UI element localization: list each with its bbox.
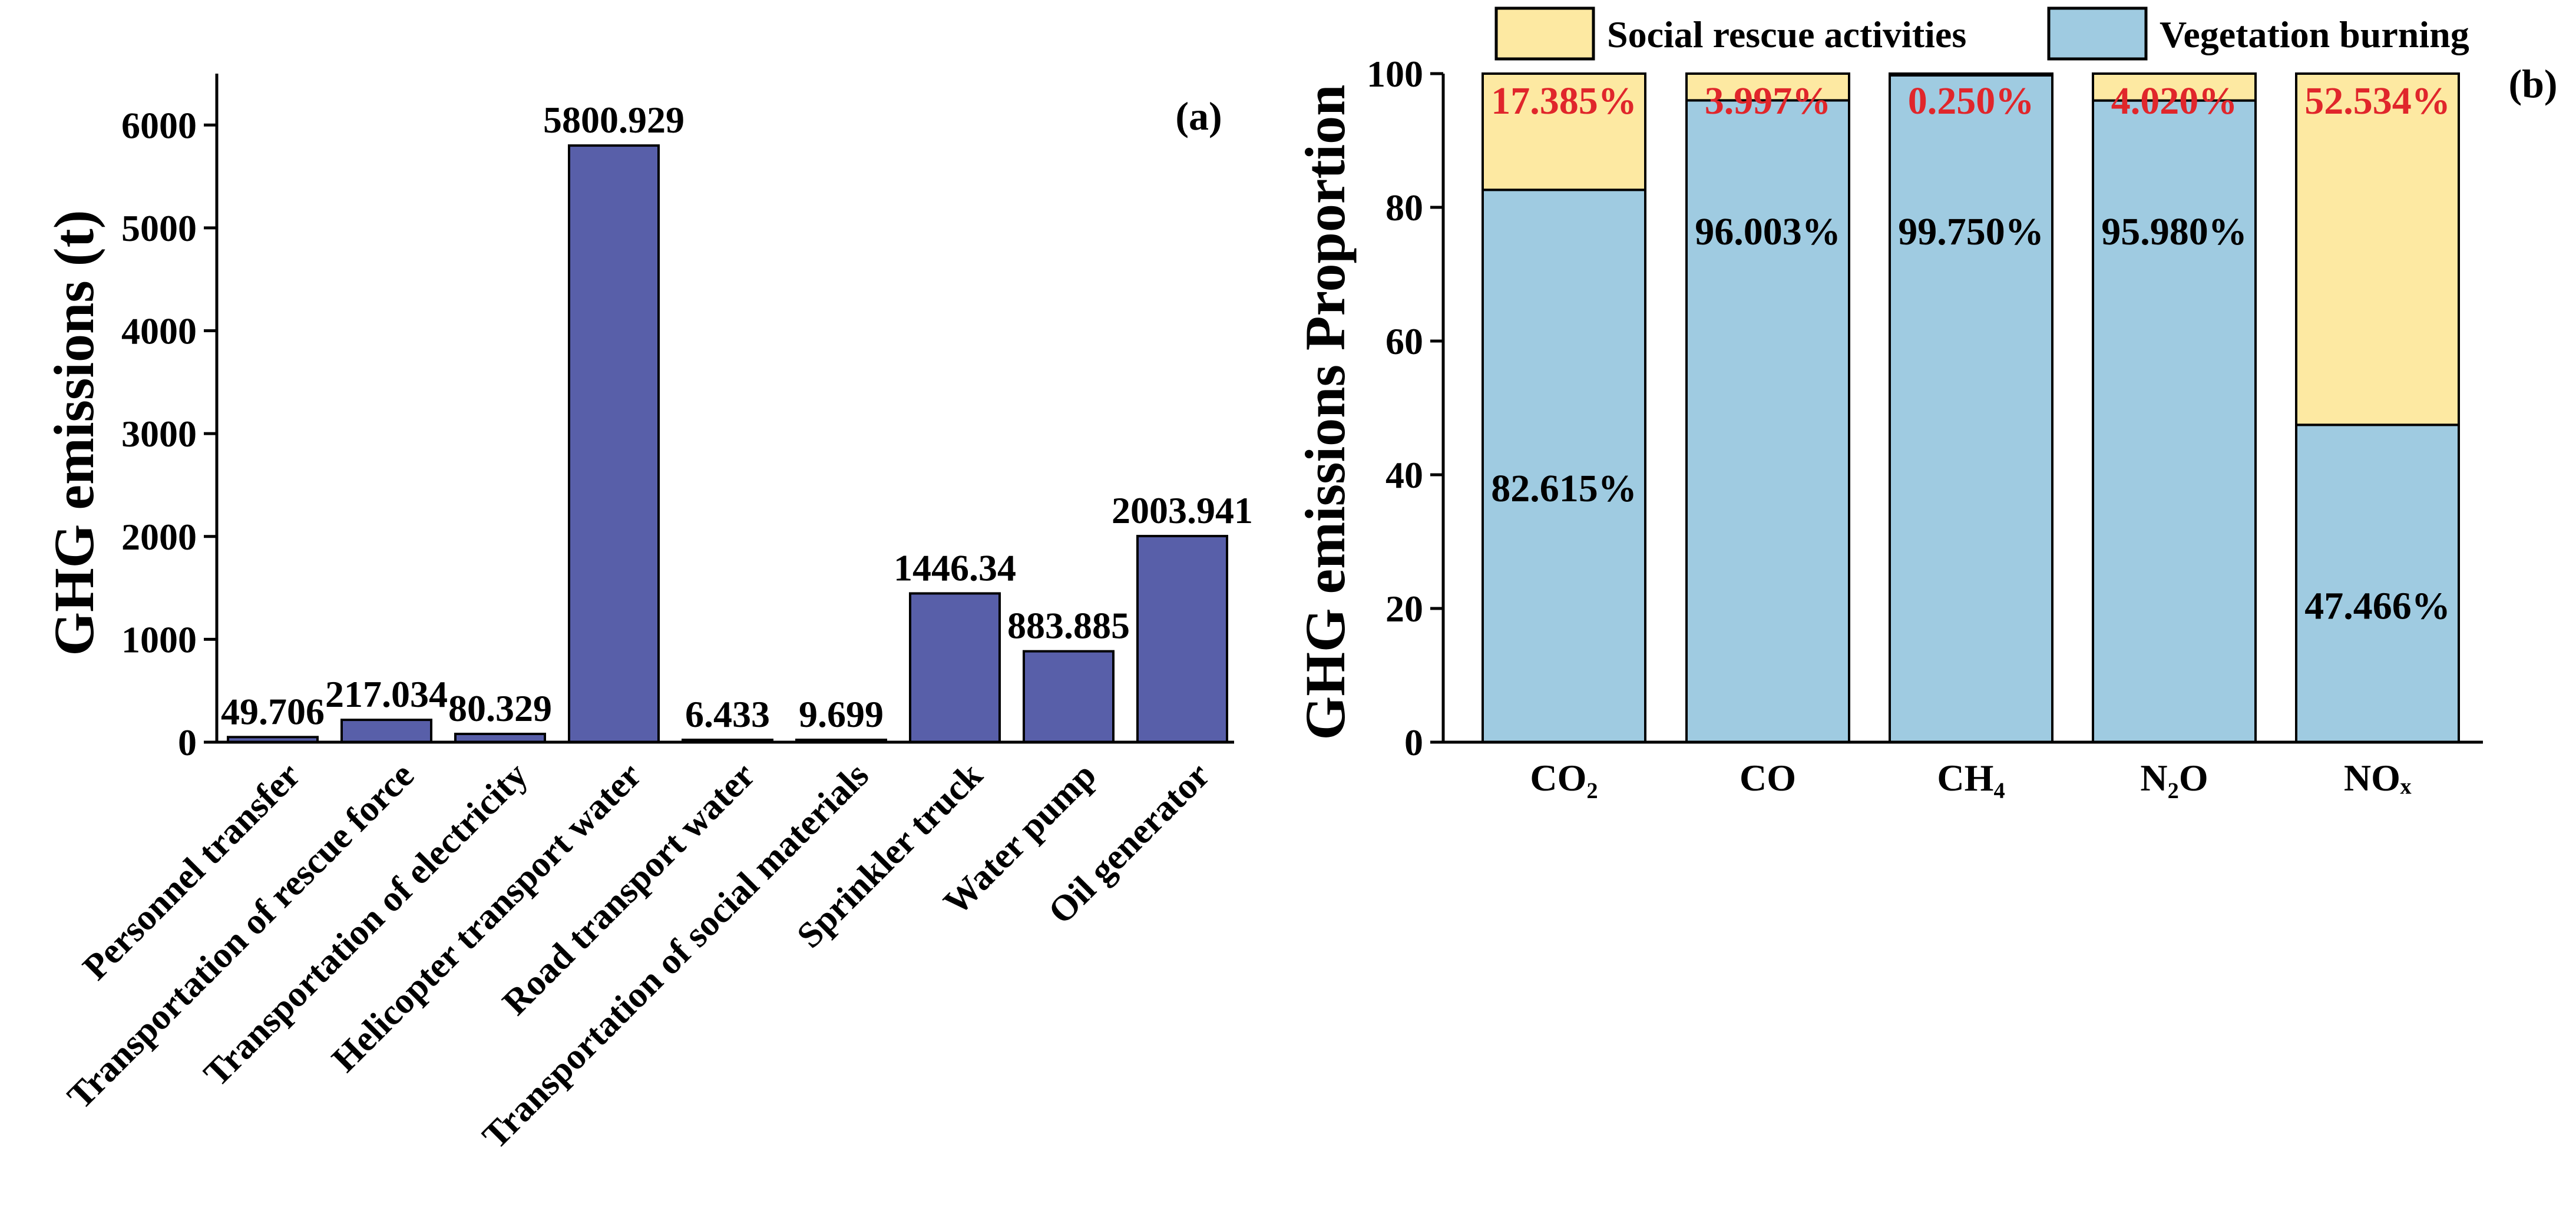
panel-b-social-percent-label: 17.385%	[1491, 80, 1637, 123]
panel-b-bar-social-rescue	[1482, 72, 1646, 191]
panel-a-value-label: 9.699	[799, 693, 884, 735]
panel-b-y-tick-label: 40	[1385, 454, 1423, 496]
panel-a-value-label: 217.034	[325, 673, 448, 715]
panel-b-vegetation-percent-label: 95.980%	[2101, 210, 2247, 253]
panel-b-social-percent-label: 4.020%	[2111, 80, 2238, 123]
panel-a-y-tick-label: 5000	[121, 207, 197, 249]
panel-b-y-tick-label: 60	[1385, 320, 1423, 362]
panel-b-vegetation-percent-label: 96.003%	[1695, 210, 1841, 253]
panel-a-y-tick-label: 4000	[121, 310, 197, 352]
panel-a-category-label: Personnel transfer	[75, 755, 308, 988]
panel-b-label: (b)	[2508, 61, 2557, 106]
panel-b-category-label: CO₂	[1530, 757, 1598, 799]
panel-b-y-tick-label: 100	[1367, 53, 1423, 95]
panel-a-bar	[1136, 535, 1228, 743]
panel-b-bar-vegetation	[1889, 74, 2053, 743]
panel-a-bar	[909, 592, 1001, 743]
panel-b-bar-social-rescue	[2295, 72, 2460, 426]
panel-b-bar-vegetation	[2295, 424, 2460, 743]
panel-b-y-axis-title: GHG emissions Proportion	[1294, 85, 1357, 740]
panel-b-bar-vegetation	[1685, 99, 1850, 743]
panel-b-bar-social-rescue	[2092, 72, 2257, 102]
panel-a-value-label: 80.329	[448, 687, 552, 729]
panel-b-y-tick-label: 20	[1385, 588, 1423, 630]
panel-b-bars	[1482, 72, 2460, 744]
panel-b-y-ticks: 0 20 40 60 80 100	[1367, 53, 1443, 763]
panel-a-value-label: 2003.941	[1112, 489, 1253, 531]
panel-a-y-axis-title: GHG emissions (t)	[42, 210, 105, 656]
panel-b-category-label: NOₓ	[2344, 757, 2412, 799]
panel-a-bar	[1023, 650, 1115, 743]
panel-a-bar-chart: GHG emissions (t) (a) 0 1000 2000 3000 4000 5…	[42, 74, 1253, 1157]
panel-b-category-labels: CO₂ CO CH₄ N₂O NOₓ	[1530, 757, 2411, 799]
panel-a-value-label: 1446.34	[894, 547, 1016, 588]
legend-swatch-vegetation	[2047, 6, 2148, 61]
panel-a-bars	[227, 144, 1228, 744]
panel-b-bar-vegetation	[1482, 188, 1646, 743]
panel-a-value-label: 6.433	[685, 693, 770, 735]
legend-label-vegetation: Vegetation burning	[2160, 14, 2469, 55]
panel-b-bar-social-rescue	[1685, 72, 1850, 102]
panel-a-bar	[340, 719, 432, 744]
panel-a-value-label: 5800.929	[543, 99, 684, 141]
panel-a-value-label: 49.706	[221, 690, 325, 732]
panel-a-y-tick-label: 2000	[121, 516, 197, 558]
panel-b-stacked-chart: GHG emissions Proportion (b) Social resc…	[1294, 6, 2558, 799]
panel-a-y-tick-label: 3000	[121, 413, 197, 455]
panel-b-y-tick-label: 80	[1385, 187, 1423, 229]
panel-a-y-ticks: 0 1000 2000 3000 4000 5000 6000	[121, 104, 217, 763]
panel-a-y-tick-label: 6000	[121, 104, 197, 146]
panel-a-value-labels: 49.706 217.034 80.329 5800.929 6.433 9.699 144…	[221, 99, 1253, 735]
panel-b-bar-vegetation	[2092, 99, 2257, 744]
legend-label-social-rescue: Social rescue activities	[1607, 14, 1966, 55]
panel-b-social-percent-label: 52.534%	[2304, 80, 2451, 123]
panel-b-vegetation-percent-label: 99.750%	[1898, 210, 2044, 253]
panel-b-category-label: CO	[1740, 757, 1796, 799]
panel-a-value-label: 883.885	[1007, 605, 1130, 647]
panel-b-social-percent-label: 0.250%	[1908, 80, 2035, 123]
panel-b-percent-labels: 17.385% 82.615% 3.997% 96.003% 0.250% 99.750%…	[1491, 80, 2451, 628]
panel-b-bar-social-rescue	[1889, 72, 2053, 77]
panel-b-category-label: CH₄	[1937, 757, 2005, 799]
panel-b-legend: Social rescue activities Vegetation burn…	[1494, 6, 2469, 61]
panel-b-y-tick-label: 0	[1404, 722, 1423, 763]
panel-b-vegetation-percent-label: 47.466%	[2304, 585, 2451, 628]
panel-a-bar	[568, 144, 660, 744]
panel-a-label: (a)	[1175, 94, 1222, 138]
legend-swatch-social-rescue	[1494, 6, 1595, 61]
panel-a-y-tick-label: 0	[178, 722, 197, 763]
panel-b-category-label: N₂O	[2140, 757, 2208, 799]
panel-b-vegetation-percent-label: 82.615%	[1491, 467, 1637, 510]
panel-a-y-tick-label: 1000	[121, 618, 197, 660]
panel-b-social-percent-label: 3.997%	[1705, 80, 1831, 123]
